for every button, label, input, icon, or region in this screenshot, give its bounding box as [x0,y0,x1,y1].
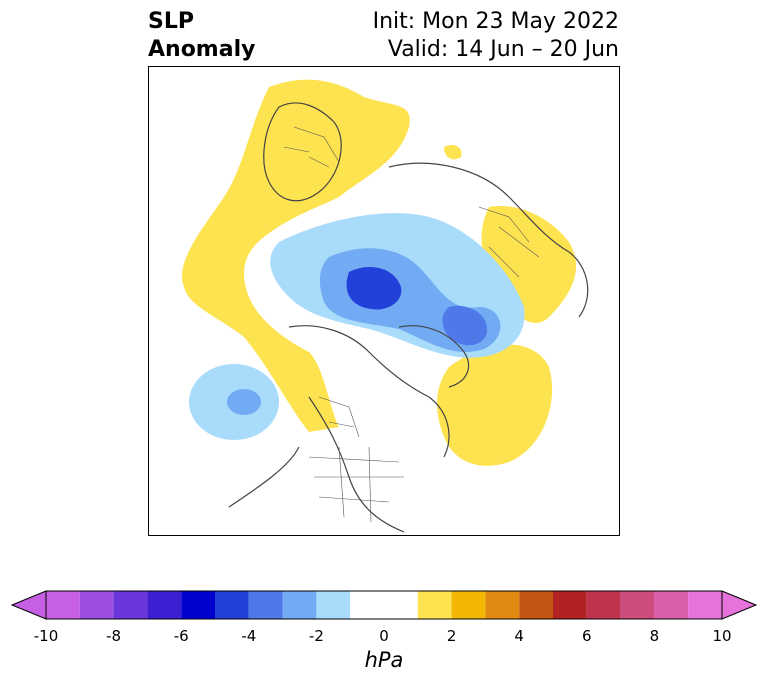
colorbar-cell [519,591,553,619]
colorbar-tick-label: 10 [712,627,732,645]
colorbar-tick-label: 6 [582,627,592,645]
map-title: SLP Anomaly [148,8,255,64]
colorbar-cell [316,591,351,619]
colorbar [10,590,758,620]
colorbar-tick-label: 8 [649,627,660,645]
positive-anomaly-west [182,79,410,432]
positive-anomaly-small [444,145,462,160]
colorbar-tick-label: -2 [308,627,324,645]
colorbar-cell [147,591,182,619]
colorbar-extend-right [721,590,758,620]
colorbar-tick-label: -4 [241,627,257,645]
colorbar-cell [654,591,689,619]
colorbar-tick-label: 2 [446,627,457,645]
valid-range: Valid: 14 Jun – 20 Jun [387,37,619,62]
colorbar-cell [181,591,215,619]
colorbar-cell [282,591,317,619]
colorbar-units: hPa [364,648,404,672]
colorbar-cell [113,591,148,619]
colorbar-cell [350,591,418,619]
positive-anomaly-southeast [437,344,553,466]
colorbar-tick-label: -8 [106,627,122,645]
colorbar-tick-label: -6 [173,627,189,645]
colorbar-tick-label: 4 [514,627,524,645]
colorbar-tick-label: 0 [379,627,389,645]
colorbar-cell [620,591,655,619]
negative-anomaly-areas [189,213,525,440]
forecast-dates: Init: Mon 23 May 2022 Valid: 14 Jun – 20… [373,8,619,64]
title-line-2: Anomaly [148,37,256,62]
negative-anomaly-pacific-core [227,389,261,415]
negative-anomaly-core1 [346,267,402,310]
positive-anomaly-areas [182,79,577,466]
political-borders [283,126,540,523]
init-date: Init: Mon 23 May 2022 [372,9,619,34]
colorbar-cell [586,591,621,619]
negative-anomaly-core2 [442,305,488,346]
colorbar-cell [215,591,249,619]
colorbar-cell [485,591,520,619]
colorbar-cell [46,591,80,619]
colorbar-cell [248,591,283,619]
colorbar-cell [79,591,114,619]
colorbar-cell [417,591,452,619]
colorbar-cell [688,591,722,619]
colorbar-extend-left [10,590,47,620]
colorbar-tick-label: -10 [33,627,59,645]
colorbar-cells [46,591,722,619]
title-line-1: SLP [148,9,194,34]
slp-anomaly-map [148,66,620,536]
colorbar-cell [553,591,587,619]
colorbar-cell [451,591,486,619]
colorbar-outline [45,590,723,620]
